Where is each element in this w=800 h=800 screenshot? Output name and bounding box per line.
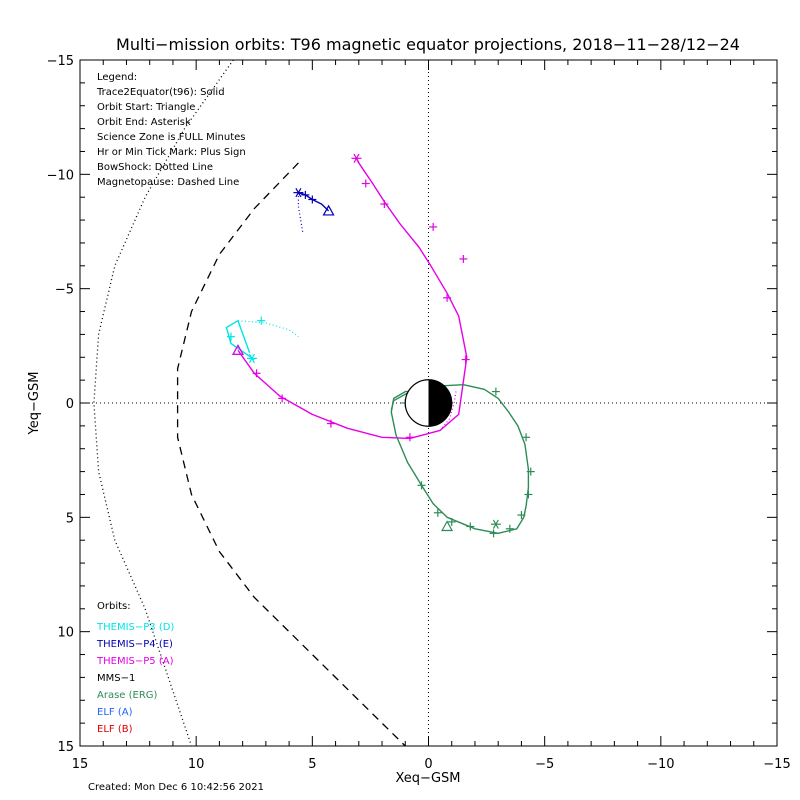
asterisk-stroke <box>248 353 255 364</box>
arase-erg-end-asterisk <box>490 519 501 529</box>
x-axis-label: Xeq−GSM <box>395 771 460 786</box>
themis-p4-e-end-asterisk <box>293 187 304 198</box>
orbit-legend-entry: MMS−1 <box>97 673 135 684</box>
axes: 15 10 5 0 −5 −10 −15 −15 −10 −5 0 5 10 15 <box>47 54 791 772</box>
themis-p4-e-tick-mark <box>301 190 310 199</box>
earth-night-side <box>428 379 452 427</box>
legend-line: BowShock: Dotted Line <box>97 162 213 173</box>
arase-erg-tick-mark <box>517 511 526 520</box>
arase-erg-tick-mark <box>524 490 533 499</box>
themis-p5-a-start-triangle <box>231 344 245 356</box>
legend-line: Orbit Start: Triangle <box>97 102 195 113</box>
themis-p5-a-tick-mark <box>326 419 335 428</box>
themis-p4-e-start-triangle <box>322 204 335 216</box>
arase-erg-tick-mark <box>491 387 500 396</box>
orbit-legend: Orbits: THEMIS−P3 (D) THEMIS−P4 (E) THEMIS−… <box>96 601 174 735</box>
x-tick-label: −10 <box>647 757 674 772</box>
themis-p5-a-tick-mark <box>380 200 389 209</box>
y-tick-label: 10 <box>57 626 74 641</box>
arase-erg-tick-mark <box>417 481 426 490</box>
themis-p5-a-tick-mark <box>443 293 452 302</box>
x-tick-label: −15 <box>763 757 790 772</box>
x-tick-label: 10 <box>188 757 205 772</box>
y-tick-label: 15 <box>57 740 74 755</box>
x-tick-label: 0 <box>424 757 432 772</box>
themis-p5-a-tick-mark <box>252 369 261 378</box>
themis-p5-a-tick-mark <box>361 179 370 188</box>
series-themis-p4-e <box>293 187 335 234</box>
themis-p5-a-end-asterisk <box>351 153 362 163</box>
arase-erg-tick-mark <box>433 508 442 517</box>
earth-icon <box>404 379 453 427</box>
y-axis-label: Yeq−GSM <box>27 372 42 436</box>
y-tick-label: 5 <box>66 511 74 526</box>
themis-p3-d-trace-solid <box>225 320 255 361</box>
arase-erg-tick-mark <box>522 433 531 442</box>
orbit-legend-entry: Arase (ERG) <box>97 690 158 701</box>
themis-p3-d-end-asterisk <box>246 353 257 364</box>
legend-heading: Legend: <box>97 72 137 83</box>
asterisk-stroke <box>492 519 499 529</box>
legend-block: Legend: Trace2Equator(t96): Solid Orbit St… <box>96 72 246 188</box>
themis-p3-d-tick-mark <box>227 332 236 341</box>
y-tick-label: −15 <box>47 54 74 69</box>
themis-p4-e-tick-mark <box>308 195 317 204</box>
arase-erg-tick-mark <box>526 467 535 476</box>
orbit-legend-entry: THEMIS−P4 (E) <box>96 639 173 650</box>
themis-p5-a-trace-solid <box>237 157 468 440</box>
y-tick-label: −10 <box>47 168 74 183</box>
legend-line: Trace2Equator(t96): Solid <box>96 87 225 98</box>
orbit-legend-entry: THEMIS−P5 (A) <box>96 656 174 667</box>
y-tick-label: −5 <box>55 283 74 298</box>
series-themis-p5-a <box>231 153 470 442</box>
series-group <box>93 59 535 747</box>
x-tick-label: −5 <box>535 757 554 772</box>
legend-line: Orbit End: Asterisk <box>97 117 191 128</box>
series-magnetopause <box>176 162 406 747</box>
arase-erg-start-triangle <box>441 520 454 532</box>
chart-title: Multi−mission orbits: T96 magnetic equat… <box>116 35 740 54</box>
legend-line: Science Zone is FULL Minutes <box>97 132 246 143</box>
themis-p5-a-tick-mark <box>459 254 468 263</box>
created-timestamp: Created: Mon Dec 6 10:42:56 2021 <box>88 782 264 793</box>
themis-p5-a-tick-mark <box>405 433 414 442</box>
orbits-heading: Orbits: <box>97 601 131 612</box>
orbit-legend-entry: ELF (B) <box>97 724 133 735</box>
arase-erg-tick-mark <box>447 517 456 526</box>
arase-erg-tick-mark <box>489 529 498 538</box>
magnetopause-line <box>176 162 406 747</box>
orbit-legend-entry: ELF (A) <box>97 707 133 718</box>
asterisk-stroke <box>353 153 360 163</box>
themis-p5-a-tick-mark <box>429 222 438 231</box>
y-tick-label: 0 <box>66 397 74 412</box>
legend-line: Hr or Min Tick Mark: Plus Sign <box>97 147 246 158</box>
x-tick-label: 5 <box>308 757 316 772</box>
arase-erg-trace-solid <box>390 384 530 534</box>
arase-erg-tick-mark <box>505 524 514 533</box>
asterisk-stroke <box>295 187 302 198</box>
legend-line: Magnetopause: Dashed Line <box>97 177 239 188</box>
x-tick-label: 15 <box>72 757 89 772</box>
themis-p3-d-tick-mark <box>257 316 266 325</box>
orbit-legend-entry: THEMIS−P3 (D) <box>96 622 174 633</box>
arase-erg-tick-mark <box>466 522 475 531</box>
themis-p5-a-tick-mark <box>278 394 287 403</box>
themis-p5-a-tick-mark <box>461 355 470 364</box>
themis-p5-a-trace-dotted <box>439 389 457 431</box>
